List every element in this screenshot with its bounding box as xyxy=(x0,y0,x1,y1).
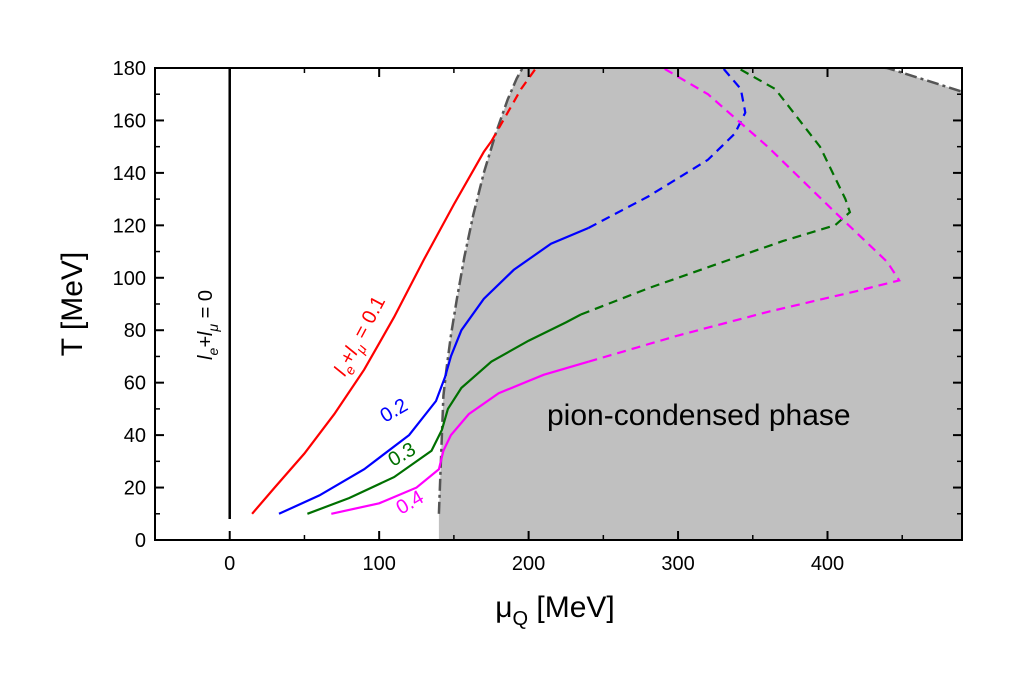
phase-region xyxy=(438,68,962,540)
y-tick-label: 140 xyxy=(113,163,146,185)
x-tick-label: 400 xyxy=(811,553,844,575)
plot-area xyxy=(228,68,962,540)
vertical-line-label: le+lμ = 0 xyxy=(195,290,221,360)
x-tick-label: 0 xyxy=(224,553,235,575)
series-1-label: 0.2 xyxy=(377,394,412,427)
x-tick-label: 300 xyxy=(661,553,694,575)
series-2-dashed xyxy=(580,68,852,316)
x-tick-label: 200 xyxy=(512,553,545,575)
axes: 0 100 200 300 400 0 20 40 60 80 100 120 140 160 180 μQ … xyxy=(56,58,962,630)
series-2-label: 0.3 xyxy=(385,438,420,471)
phase-label: pion-condensed phase xyxy=(547,399,851,432)
x-tick-label: 100 xyxy=(362,553,395,575)
y-tick-label: 80 xyxy=(124,320,146,342)
series-2-solid xyxy=(307,313,582,515)
y-tick-label: 100 xyxy=(113,268,146,290)
series-0-solid xyxy=(251,140,493,515)
y-tick-label: 60 xyxy=(124,373,146,395)
series-3-solid xyxy=(331,360,589,515)
y-tick-label: 40 xyxy=(124,425,146,447)
series-0-dashed xyxy=(490,68,537,142)
y-tick-label: 0 xyxy=(135,530,146,552)
y-axis-title: T [MeV] xyxy=(56,252,89,356)
series-1-solid xyxy=(278,226,589,515)
y-tick-label: 180 xyxy=(113,58,146,80)
x-axis-title: μQ [MeV] xyxy=(495,591,615,630)
y-tick-label: 120 xyxy=(113,215,146,237)
series-3-label: 0.4 xyxy=(393,486,428,519)
y-tick-label: 20 xyxy=(124,478,146,500)
y-tick-label: 160 xyxy=(113,110,146,132)
series-3-dashed xyxy=(588,68,901,363)
series-1-dashed xyxy=(587,68,747,229)
